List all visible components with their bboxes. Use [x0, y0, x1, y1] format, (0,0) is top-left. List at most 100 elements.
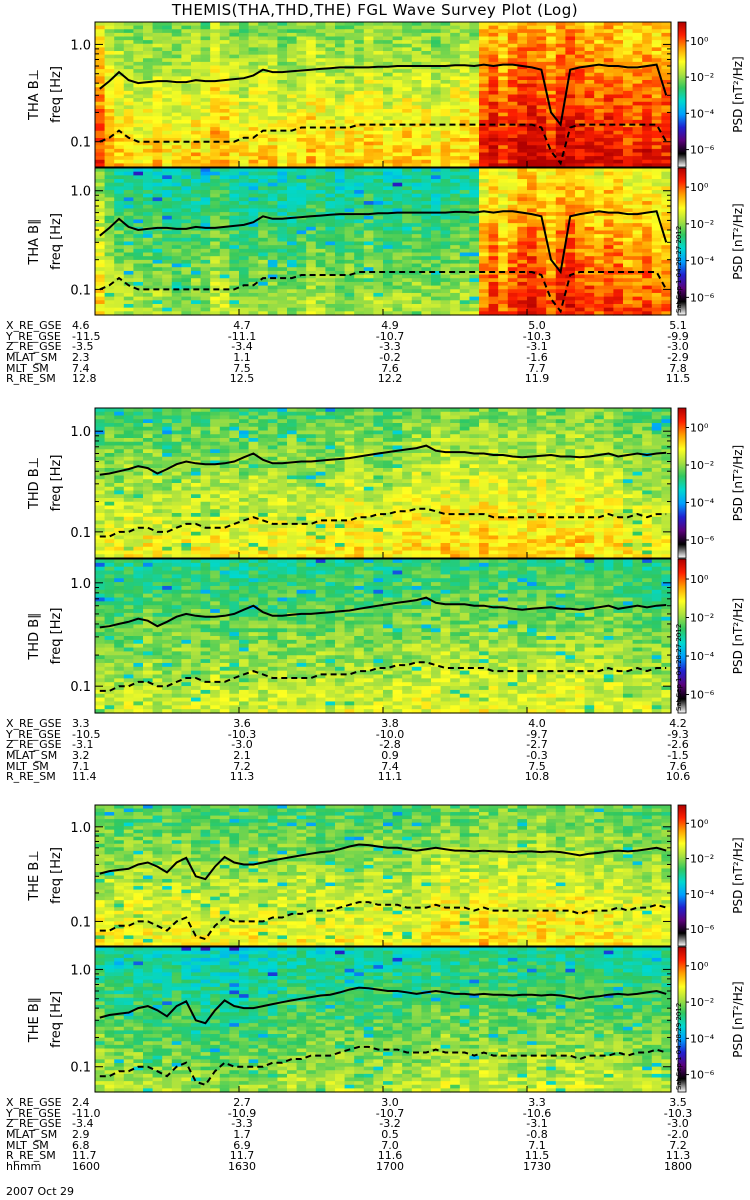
psd-cell — [344, 171, 355, 176]
psd-cell — [133, 47, 144, 52]
psd-cell — [603, 241, 614, 246]
psd-cell — [651, 303, 662, 309]
psd-cell — [200, 156, 211, 161]
psd-cell — [536, 29, 547, 34]
psd-cell — [239, 83, 250, 88]
psd-cell — [306, 83, 317, 88]
psd-cell — [219, 101, 230, 106]
psd-cell — [623, 278, 634, 283]
psd-cell — [575, 292, 586, 298]
psd-cell — [277, 61, 288, 67]
psd-cell — [507, 159, 518, 164]
psd-cell — [632, 32, 643, 38]
psd-cell — [344, 22, 355, 27]
psd-cell — [229, 212, 240, 217]
psd-cell — [488, 204, 499, 210]
psd-cell — [651, 72, 662, 77]
psd-cell — [133, 190, 144, 195]
psd-cell — [354, 152, 365, 157]
psd-cell — [507, 72, 518, 77]
psd-cell — [267, 72, 278, 77]
psd-cell — [143, 127, 154, 132]
psd-cell — [239, 22, 250, 27]
psd-cell — [143, 289, 154, 294]
psd-cell — [392, 119, 403, 125]
psd-cell — [527, 36, 538, 41]
psd-cell — [104, 43, 115, 48]
psd-cell — [248, 141, 259, 146]
psd-cell — [344, 116, 355, 121]
psd-cell — [536, 212, 547, 217]
psd-cell — [555, 219, 566, 224]
psd-cell — [661, 278, 672, 283]
psd-cell — [392, 245, 403, 250]
psd-cell — [229, 80, 240, 85]
psd-cell — [469, 94, 480, 99]
psd-cell — [277, 197, 288, 202]
psd-cell — [459, 25, 470, 30]
psd-cell — [162, 152, 173, 157]
psd-cell — [507, 36, 518, 41]
psd-cell — [306, 303, 317, 309]
psd-cell — [325, 274, 336, 279]
psd-cell — [123, 123, 134, 128]
psd-cell — [296, 130, 307, 135]
psd-cell — [421, 134, 432, 139]
psd-cell — [114, 40, 125, 45]
psd-cell — [431, 101, 442, 106]
psd-cell — [114, 148, 125, 154]
psd-cell — [651, 285, 662, 290]
psd-cell — [296, 163, 307, 168]
psd-cell — [325, 197, 336, 202]
psd-cell — [344, 223, 355, 228]
psd-cell — [229, 182, 240, 187]
psd-cell — [296, 281, 307, 287]
psd-cell — [123, 163, 134, 168]
psd-cell — [642, 212, 653, 217]
psd-cell — [469, 61, 480, 67]
psd-cell — [210, 109, 221, 114]
psd-cell — [527, 278, 538, 283]
psd-cell — [392, 281, 403, 287]
psd-cell — [479, 263, 490, 268]
psd-cell — [546, 212, 557, 217]
psd-cell — [95, 509, 106, 514]
psd-cell — [114, 22, 125, 27]
psd-cell — [527, 230, 538, 235]
psd-cell — [104, 119, 115, 125]
psd-cell — [440, 94, 451, 99]
psd-cell — [469, 241, 480, 246]
psd-cell — [267, 241, 278, 246]
psd-cell — [479, 58, 490, 63]
psd-cell — [555, 145, 566, 150]
psd-cell — [642, 190, 653, 195]
psd-cell — [325, 201, 336, 206]
colorbar-label: PSD [nT²/Hz] — [731, 203, 745, 279]
psd-cell — [546, 123, 557, 128]
psd-cell — [277, 267, 288, 272]
y-axis-unit: freq [Hz] — [49, 66, 64, 123]
psd-cell — [363, 145, 374, 150]
psd-cell — [363, 215, 374, 221]
psd-cell — [306, 289, 317, 294]
psd-cell — [459, 119, 470, 125]
psd-cell — [325, 116, 336, 121]
psd-cell — [450, 234, 461, 239]
psd-cell — [411, 36, 422, 41]
psd-cell — [181, 241, 192, 246]
psd-cell — [575, 296, 586, 301]
psd-cell — [575, 134, 586, 139]
psd-cell — [517, 40, 528, 45]
psd-cell — [143, 237, 154, 243]
psd-cell — [114, 520, 125, 525]
psd-cell — [392, 148, 403, 154]
psd-cell — [517, 116, 528, 121]
psd-cell — [632, 259, 643, 265]
psd-cell — [287, 72, 298, 77]
psd-cell — [133, 72, 144, 77]
psd-cell — [392, 32, 403, 38]
psd-cell — [171, 241, 182, 246]
psd-cell — [450, 83, 461, 88]
psd-cell — [229, 145, 240, 150]
psd-cell — [143, 245, 154, 250]
